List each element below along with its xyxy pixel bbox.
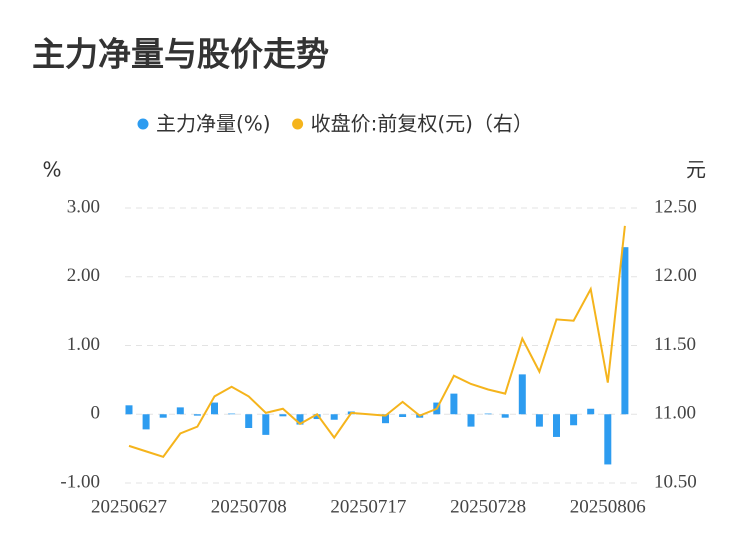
bar <box>467 414 475 427</box>
y-tick-label: 2.00 <box>67 265 100 286</box>
x-tick-label: 20250717 <box>330 496 406 517</box>
bar <box>570 414 578 426</box>
bar <box>587 408 595 415</box>
y-tick-label: 0 <box>91 403 101 424</box>
legend-marker <box>292 118 304 130</box>
x-tick-label: 20250627 <box>91 496 167 517</box>
bar <box>382 414 389 424</box>
bar <box>193 414 201 416</box>
bar <box>484 413 492 415</box>
bar <box>450 393 458 415</box>
bar <box>313 414 321 420</box>
bar <box>518 374 526 415</box>
bar <box>604 414 612 465</box>
bar <box>245 414 253 428</box>
y2-unit: 元 <box>686 158 706 182</box>
bar <box>125 405 133 415</box>
bar <box>142 414 150 430</box>
y2-tick-label: 12.50 <box>654 196 697 217</box>
bar <box>330 414 338 420</box>
y-tick-label: 3.00 <box>67 196 100 217</box>
price-line <box>128 225 626 459</box>
bar <box>535 414 543 427</box>
y2-tick-label: 10.50 <box>654 471 697 492</box>
y2-tick-label: 11.50 <box>654 334 696 355</box>
bar <box>211 402 218 415</box>
bar <box>262 414 270 435</box>
legend-label: 主力净量(%) <box>156 112 271 136</box>
bar <box>553 414 560 437</box>
bar <box>621 247 629 415</box>
y-tick-label: 1.00 <box>67 334 100 355</box>
chart-title: 主力净量与股价走势 <box>32 35 329 74</box>
y2-tick-label: 11.00 <box>654 403 696 424</box>
bar <box>228 413 236 415</box>
legend-marker <box>137 118 149 130</box>
bar <box>501 414 509 418</box>
bar <box>176 407 184 415</box>
y-tick-label: -1.00 <box>60 471 100 492</box>
legend-label: 收盘价:前复权(元)（右） <box>311 112 533 136</box>
bar <box>296 414 304 425</box>
y-unit: % <box>42 158 61 182</box>
x-tick-label: 20250708 <box>211 496 287 517</box>
x-tick-label: 20250806 <box>570 496 646 517</box>
y2-tick-label: 12.00 <box>654 265 697 286</box>
bar <box>279 414 287 417</box>
x-tick-label: 20250728 <box>450 496 526 517</box>
bar <box>399 414 407 417</box>
bar <box>159 414 167 418</box>
